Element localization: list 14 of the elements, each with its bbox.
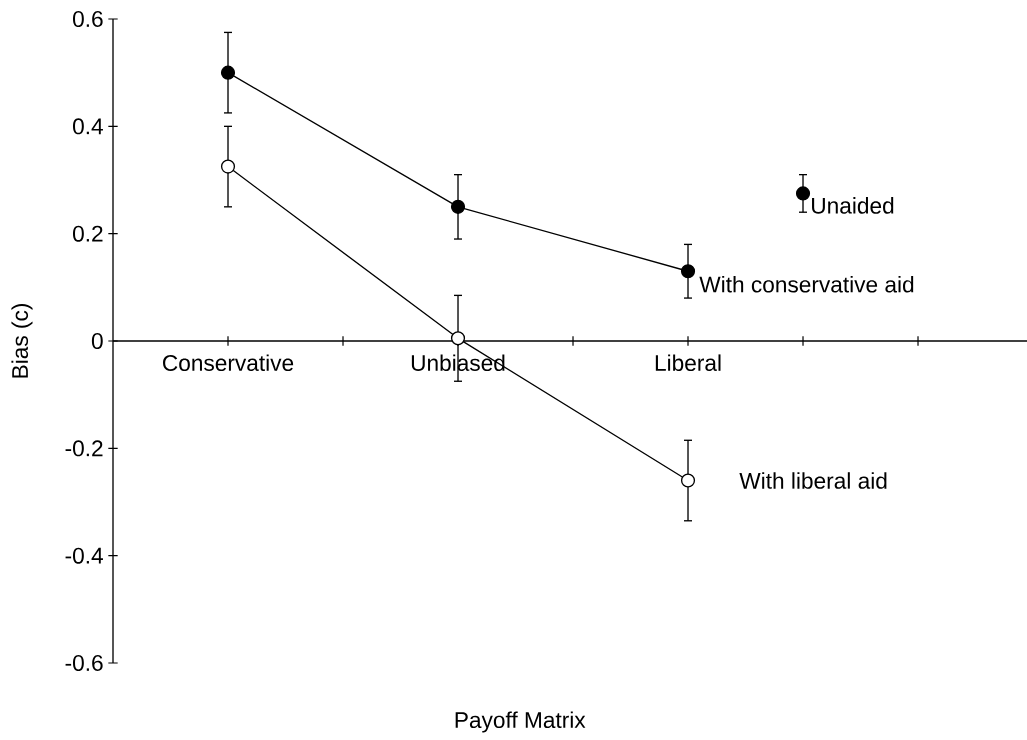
series-label: With liberal aid bbox=[739, 472, 887, 489]
y-axis-title: Bias (c) bbox=[11, 304, 33, 378]
series-label: Unaided bbox=[812, 197, 894, 214]
x-axis-title: Payoff Matrix bbox=[455, 711, 586, 733]
y-tick-label: -0.4 bbox=[65, 547, 103, 564]
x-tick-label: Conservative bbox=[163, 354, 294, 372]
y-tick-label: 0 bbox=[91, 332, 103, 350]
y-tick-label: 0.2 bbox=[73, 225, 103, 242]
y-tick-label: -0.6 bbox=[65, 654, 103, 672]
x-tick-label: Liberal bbox=[655, 354, 721, 372]
y-tick-label: -0.2 bbox=[65, 440, 103, 457]
y-tick-label: 0.6 bbox=[73, 10, 103, 28]
series-label: With conservative aid bbox=[699, 275, 914, 293]
y-tick-label: 0.4 bbox=[73, 118, 103, 135]
